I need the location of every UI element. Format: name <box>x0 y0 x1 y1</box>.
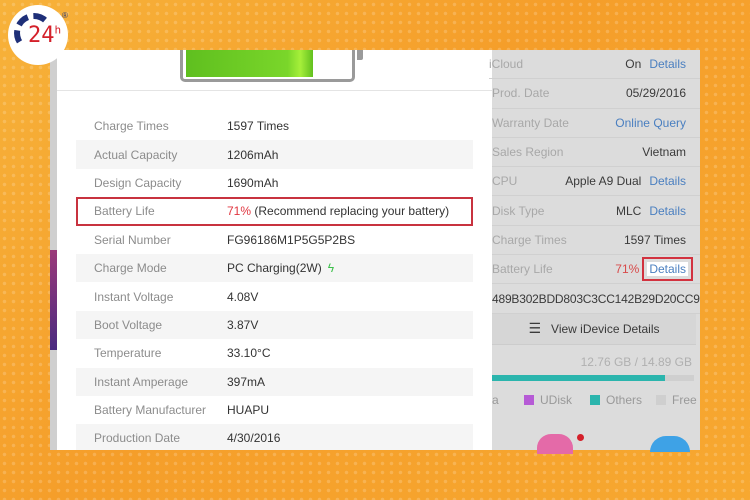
cpu-details-link[interactable]: Details <box>649 174 686 189</box>
value: 3.87V <box>227 317 259 332</box>
label: Charge Mode <box>94 261 167 276</box>
label: Charge Times <box>492 232 567 247</box>
label: Instant Voltage <box>94 289 174 304</box>
row-instant-amperage: Instant Amperage 397mA <box>76 367 473 396</box>
legend-item: Others <box>606 392 643 407</box>
label: Design Capacity <box>94 175 182 190</box>
row-charge-mode: Charge Mode PC Charging(2W) ϟ <box>76 253 473 283</box>
label: Battery Manufacturer <box>94 403 207 418</box>
label: Warranty Date <box>492 115 569 130</box>
legend-swatch <box>524 394 534 405</box>
label: Battery Life <box>492 262 553 277</box>
device-udid: 489B302BDD803C3CC142B29D20CC9EF <box>492 284 700 314</box>
value: Apple A9 Dual <box>565 174 642 189</box>
online-query-link[interactable]: Online Query <box>615 115 686 130</box>
label: Charge Times <box>94 119 169 134</box>
battery-details-link[interactable]: Details <box>642 257 693 282</box>
app-window: Charge Times 1597 Times Actual Capacity 12… <box>50 50 700 450</box>
storage-legend: a UDisk Others Free <box>492 393 700 407</box>
value: 1690mAh <box>227 175 279 190</box>
value: 4.08V <box>227 289 259 304</box>
label: Prod. Date <box>492 86 550 101</box>
battery-info-table: Charge Times 1597 Times Actual Capacity 12… <box>76 112 473 450</box>
value: MLC <box>615 203 642 218</box>
row-battery-manufacturer: Battery Manufacturer HUAPU <box>76 396 473 424</box>
label: Serial Number <box>94 232 171 247</box>
value: 1597 Times <box>623 232 686 247</box>
storage-usage-text: 12.76 GB / 14.89 GB <box>580 354 692 369</box>
list-icon: ☰ <box>528 320 542 337</box>
device-info-panel: iCloud On Details Prod. Date 05/29/2016 War… <box>489 50 700 450</box>
row-design-capacity: Design Capacity 1690mAh <box>76 169 473 197</box>
row-charge-times: Charge Times 1597 Times <box>76 112 473 140</box>
value: 1206mAh <box>227 147 279 162</box>
icloud-details-link[interactable]: Details <box>649 57 686 72</box>
battery-life-percent: 71% <box>227 204 252 219</box>
legend-item: a <box>492 392 499 407</box>
lightning-icon: ϟ <box>327 261 335 276</box>
button-label: View iDevice Details <box>551 321 660 336</box>
value: 397mA <box>227 374 266 389</box>
row-temperature: Temperature 33.10°C <box>76 339 473 367</box>
label: Battery Life <box>94 204 155 219</box>
storage-bar-fill <box>492 374 666 381</box>
value: FG96186M1P5G5P2BS <box>227 232 356 247</box>
brand-logo: 24h ® <box>8 5 68 65</box>
left-sidebar-edge <box>50 50 57 450</box>
value: 1597 Times <box>227 119 290 134</box>
legend-item: Free <box>672 392 697 407</box>
view-idevice-details-button[interactable]: ☰ View iDevice Details <box>492 313 696 345</box>
battery-cap <box>357 50 363 60</box>
storage-bar <box>492 374 694 381</box>
legend-item: UDisk <box>540 392 572 407</box>
row-instant-voltage: Instant Voltage 4.08V <box>76 282 473 310</box>
disk-details-link[interactable]: Details <box>649 203 686 218</box>
label: Boot Voltage <box>94 317 163 332</box>
row-boot-voltage: Boot Voltage 3.87V <box>76 310 473 340</box>
label: Instant Amperage <box>94 374 189 389</box>
label: Temperature <box>94 346 162 361</box>
value: 33.10°C <box>227 346 271 361</box>
label: Disk Type <box>492 203 545 218</box>
label: CPU <box>492 174 518 189</box>
legend-swatch <box>656 394 666 405</box>
battery-life-note: (Recommend replacing your battery) <box>251 204 450 219</box>
label: Production Date <box>94 431 181 446</box>
value: 71% <box>615 262 640 277</box>
battery-graphic <box>180 50 363 82</box>
row-serial-number: Serial Number FG96186M1P5G5P2BS <box>76 226 473 254</box>
value: 4/30/2016 <box>227 431 281 446</box>
battery-details-panel: Charge Times 1597 Times Actual Capacity 12… <box>57 50 492 450</box>
app-icon[interactable] <box>537 434 573 454</box>
divider <box>57 90 492 91</box>
battery-level-fill <box>186 50 313 77</box>
app-icon[interactable] <box>650 436 690 452</box>
notification-dot <box>577 434 584 441</box>
value: Vietnam <box>642 145 686 160</box>
row-actual-capacity: Actual Capacity 1206mAh <box>76 140 473 169</box>
value: PC Charging(2W) <box>227 261 322 276</box>
value: HUAPU <box>227 403 270 418</box>
label: iCloud <box>489 57 524 72</box>
row-production-date: Production Date 4/30/2016 <box>76 424 473 450</box>
label: Actual Capacity <box>94 147 178 162</box>
label: Sales Region <box>492 145 564 160</box>
legend-swatch <box>590 394 600 405</box>
value: On <box>625 57 642 72</box>
value: 05/29/2016 <box>625 86 686 101</box>
row-battery-life: Battery Life 71% (Recommend replacing you… <box>76 197 473 226</box>
